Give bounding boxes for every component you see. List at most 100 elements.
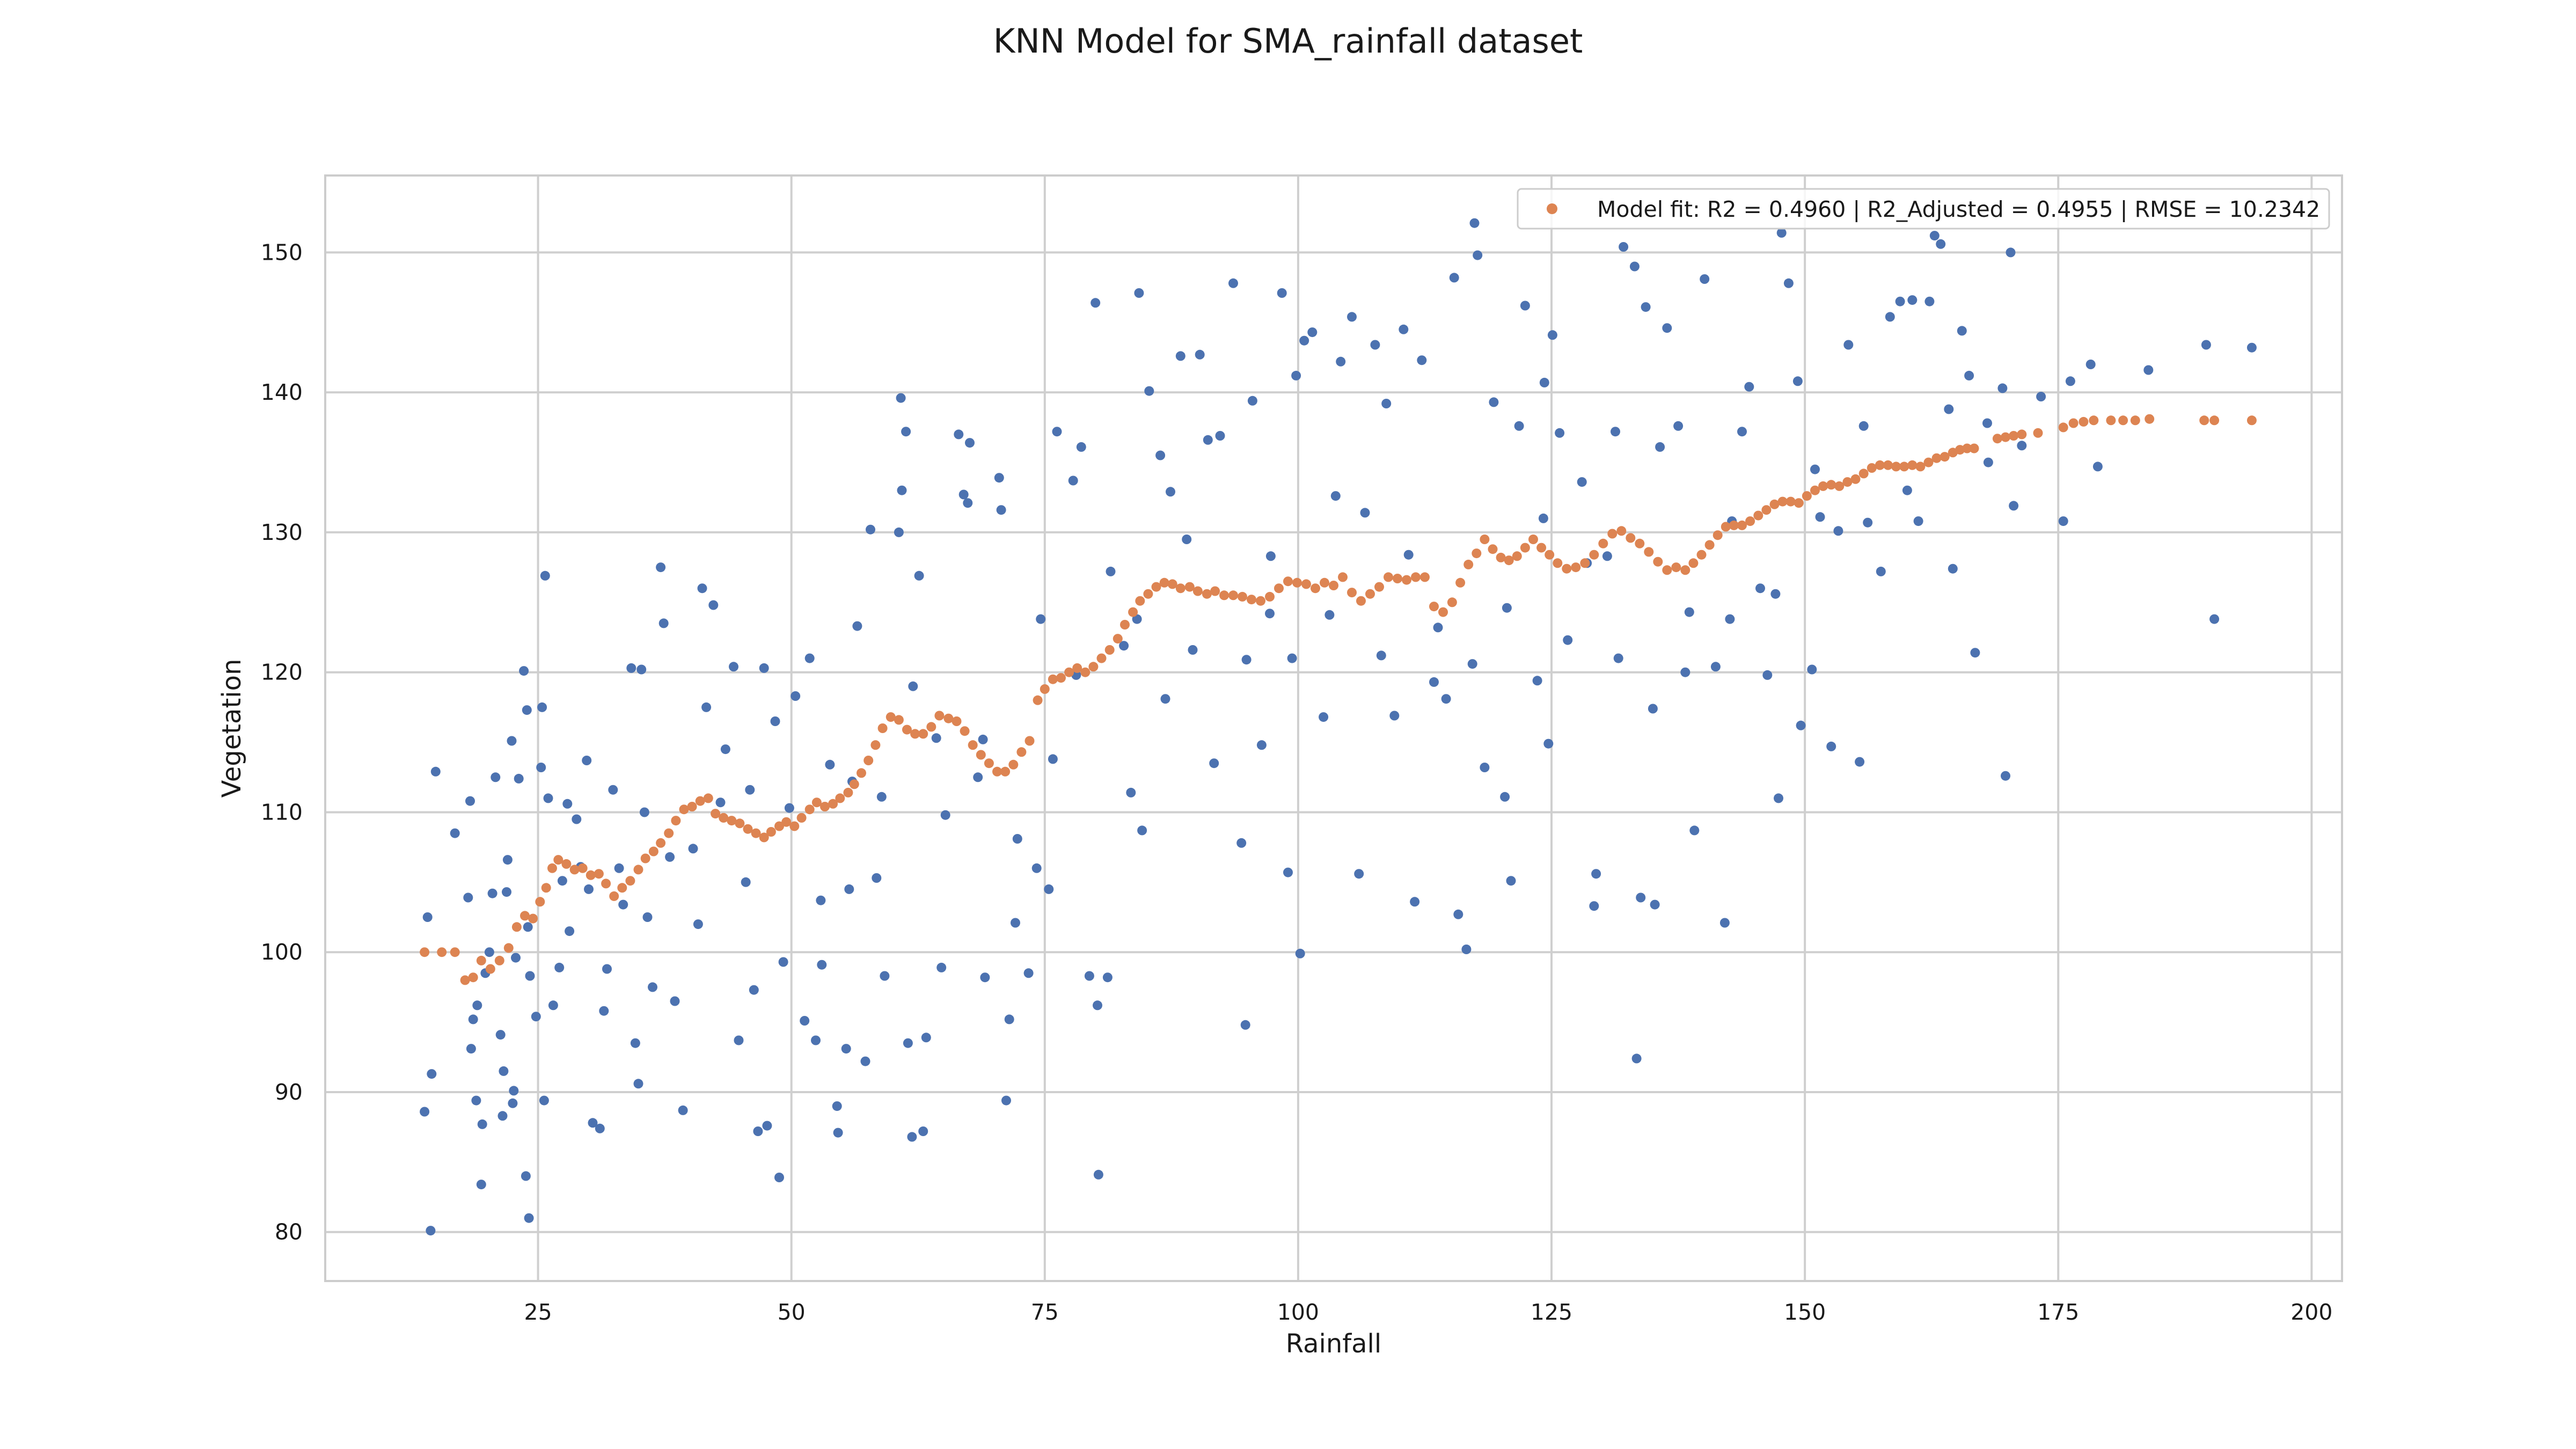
observed-point [1381,399,1392,408]
model-fit-point [1777,496,1788,507]
model-fit-point [1761,505,1772,515]
model-fit-point [1940,452,1950,462]
observed-point [1044,884,1054,894]
observed-point [602,964,612,974]
observed-point [1948,564,1958,574]
model-fit-points [420,414,2257,985]
observed-point [507,736,517,746]
model-fit-point [1151,582,1161,592]
model-fit-point [586,870,596,880]
observed-point [2085,360,2096,369]
observed-point [614,863,624,873]
model-fit-point [1969,443,1979,453]
model-fit-point [751,828,761,838]
model-fit-point [1867,463,1877,473]
observed-point [540,570,550,581]
observed-point [426,1226,436,1236]
x-tick-label: 175 [2037,1299,2079,1325]
observed-point [584,884,594,894]
observed-point [872,873,882,883]
model-fit-point [1504,555,1514,566]
observed-point [1175,351,1185,361]
observed-point [1997,383,2008,393]
model-fit-point [1644,547,1654,557]
observed-point [753,1126,763,1136]
observed-point [1655,442,1665,452]
observed-point [1410,897,1420,907]
observed-point [1602,551,1612,561]
model-fit-point [820,802,830,811]
y-axis-label: Vegetation [217,659,247,798]
observed-point [422,912,433,922]
observed-point [1589,901,1599,911]
observed-point [1265,609,1275,619]
model-fit-point [1571,562,1581,573]
model-fit-point [2089,415,2099,426]
model-fit-point [1000,766,1011,777]
observed-point [2143,365,2154,375]
observed-point [2209,614,2220,624]
observed-point [980,972,990,983]
observed-point [693,919,703,930]
model-fit-point [857,768,866,778]
model-fit-point [1393,574,1402,583]
model-fit-point [494,955,504,965]
observed-point [633,1079,643,1089]
observed-point [678,1105,688,1115]
observed-point [1924,296,1935,306]
model-fit-point [2033,428,2043,438]
observed-point [1577,477,1587,487]
observed-point [1539,377,1549,387]
model-fit-point [1120,620,1130,630]
model-fit-point [2118,415,2128,426]
observed-point [487,888,497,898]
model-fit-point [1598,538,1608,548]
observed-point [1001,1095,1011,1106]
observed-point [1547,330,1557,340]
observed-point [430,766,441,777]
observed-point [582,756,592,765]
model-fit-point [625,876,635,886]
observed-point [1792,376,1803,386]
observed-point [525,971,535,981]
model-fit-point [835,793,845,803]
model-fit-point [1580,558,1590,568]
model-fit-point [640,853,650,863]
model-fit-point [553,855,564,865]
model-fit-point [594,869,604,879]
model-fit-point [1680,565,1690,575]
model-fit-point [511,922,522,932]
observed-point [749,985,759,995]
observed-point [497,1111,508,1121]
model-fit-point [1292,577,1302,588]
observed-point [588,1118,598,1128]
observed-point [1641,302,1651,312]
observed-point [1957,326,1967,336]
model-fit-point [952,716,962,726]
observed-point [1770,589,1781,599]
observed-point [1611,427,1620,437]
observed-point [1983,457,1993,467]
observed-point [1619,242,1629,252]
model-fit-point [617,883,627,893]
observed-point [1134,288,1144,298]
model-fit-point [789,821,800,831]
model-fit-point [1528,535,1538,544]
y-tick-label: 80 [275,1219,303,1245]
model-fit-point [1635,538,1645,548]
model-fit-point [577,863,588,873]
observed-point [1964,370,1974,380]
model-fit-point [1589,550,1599,560]
model-fit-point [2068,418,2079,428]
legend: Model fit: R2 = 0.4960 | R2_Adjusted = 0… [1517,188,2330,230]
observed-point [1506,876,1516,886]
model-fit-point [976,750,986,760]
model-fit-point [1785,496,1796,507]
model-fit-point [541,883,551,893]
model-fit-point [1907,460,1918,470]
model-fit-point [1729,520,1739,530]
observed-point [1236,838,1247,848]
observed-point [636,664,647,675]
observed-point [1563,635,1573,645]
observed-point [1843,340,1854,350]
